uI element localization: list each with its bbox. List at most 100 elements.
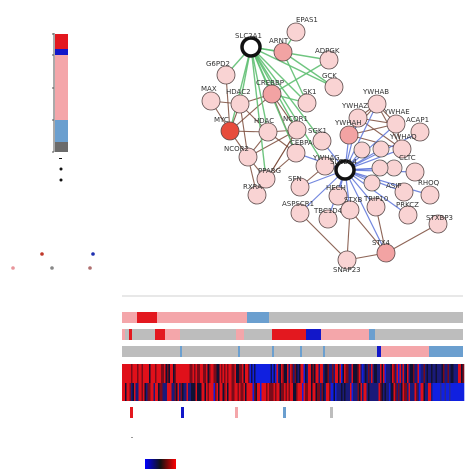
heat2-cell [327,383,330,401]
heat1-cell [128,364,130,383]
heat1-cell [183,364,186,383]
heat2-cell [314,383,316,401]
heat2-cell [278,383,280,401]
node-label: HDAC [254,117,274,125]
node-label: SLC2A4 [330,158,357,166]
blue-edge [344,169,431,196]
heat2-cell [312,383,315,401]
heat2-cell [150,383,153,401]
heat1-cell [321,364,324,383]
node-label: YWHAQ [389,133,417,141]
heat2-cell [462,383,465,401]
heat2-cell [405,383,408,401]
swatch-steel [283,407,286,418]
heat1-cell [359,364,361,383]
heat1-cell [402,364,405,383]
heat1-cell [356,364,358,383]
heat1-cell [231,364,234,383]
heat2-cell [126,383,129,401]
heat1-cell [363,364,366,383]
track1-seg [157,312,247,323]
node-label: YWHAH [334,119,362,127]
legend-dot-red [40,252,44,256]
heat1-cell [149,364,151,383]
heat2-cell [213,383,216,401]
node-arnt: ARNT [269,37,293,62]
heat2-cell [230,383,232,401]
heat1-cell [197,364,199,383]
node-stx4: STX4 [372,239,396,263]
heat2-cell [302,383,304,401]
heat2-cell [227,383,229,401]
heat1-cell [362,364,364,383]
heat2-cell [404,383,406,401]
heat1-cell [291,364,294,383]
heat2-cell [303,383,306,401]
heat2-cell [266,383,268,401]
heat1-cell [131,364,133,383]
green-edge [229,46,252,132]
heat1-cell [360,364,363,383]
heat1-cell [335,364,337,383]
heat2-cell [252,383,255,401]
track2-seg [272,329,306,340]
heat1-cell [417,364,420,383]
heat1-cell [179,364,181,383]
heat1-cell [287,364,289,383]
heat2-cell [248,383,250,401]
heat2-cell [228,383,231,401]
heat1-cell [140,364,142,383]
heat1-cell [153,364,156,383]
small-mark [131,437,133,438]
heat2-cell [428,383,430,401]
heat2-cell [236,383,238,401]
heat1-cell [416,364,418,383]
heat2-cell [408,383,411,401]
heat1-cell [218,364,220,383]
heat1-cell [326,364,328,383]
heat2-cell [147,383,150,401]
heat1-cell [209,364,211,383]
heat2-cell [365,383,367,401]
heat1-cell [269,364,271,383]
heat2-cell [197,383,199,401]
heat2-cell [444,383,447,401]
node-ywhag: YWHAG [312,154,340,176]
heat1-cell [290,364,292,383]
node-label: ASIP [386,182,402,190]
node-label: HECH [326,184,346,192]
node-label: SLC2A1 [235,32,262,40]
heat2-cell [125,383,127,401]
heat1-cell [401,364,403,383]
heat2-cell [164,383,166,401]
heat1-cell [429,364,432,383]
heat1-cell [237,364,240,383]
heat1-cell [174,364,177,383]
heat2-cell [234,383,237,401]
heat2-cell [420,383,423,401]
heat1-cell [252,364,255,383]
heat2-cell [345,383,348,401]
heat1-cell [422,364,424,383]
heat2-cell [437,383,439,401]
heat2-cell [461,383,463,401]
heat2-cell [122,383,124,401]
heat1-cell [396,364,399,383]
green-edge [271,59,330,95]
heat2-cell [440,383,442,401]
node-stxbp3: STXBP3 [426,214,453,234]
heat1-cell [254,364,256,383]
heat2-cell [369,383,372,401]
heat1-cell [342,364,345,383]
track3-mark [272,346,274,357]
heat2-cell [368,383,370,401]
node-stxb: STXB [340,196,363,220]
heat1-cell [440,364,442,383]
heat1-cell [390,364,393,383]
heat2-cell [347,383,349,401]
heat1-cell [251,364,253,383]
green-edge [250,46,267,180]
node-circle [315,156,335,176]
heat1-cell [239,364,241,383]
node-ywhaz: YWHAZ [341,102,368,128]
